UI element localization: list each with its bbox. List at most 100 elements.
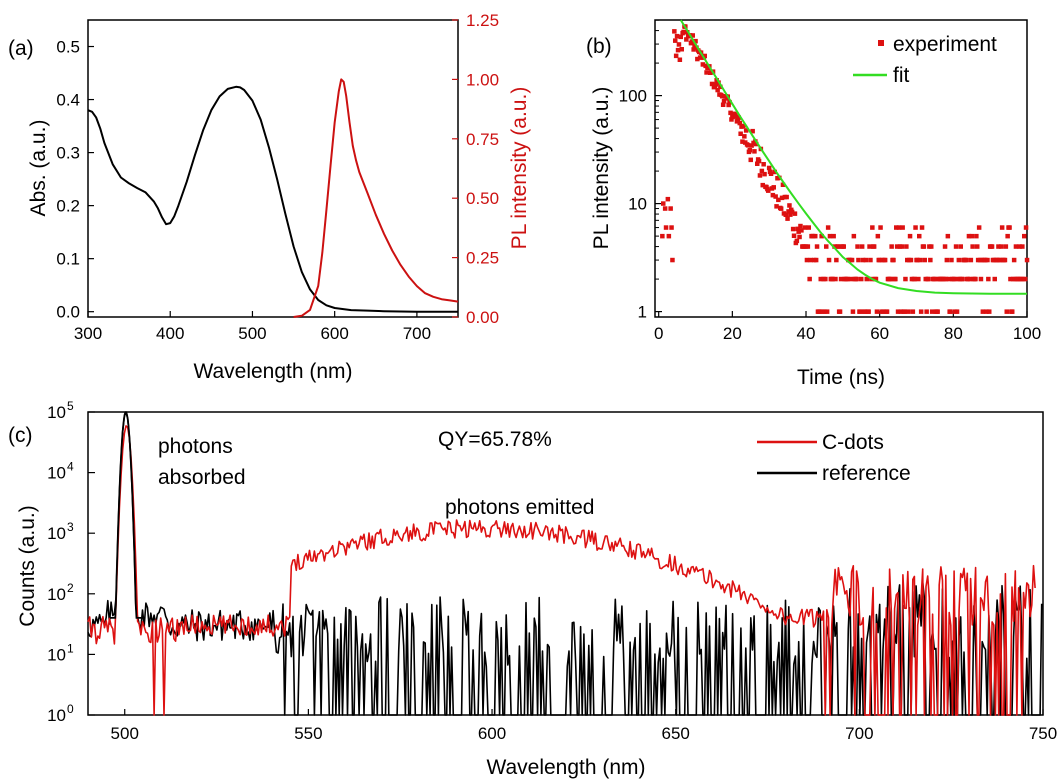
experiment-point — [755, 161, 760, 166]
experiment-point — [916, 276, 921, 282]
y-tick-label: 1 — [638, 303, 647, 322]
experiment-point — [867, 244, 872, 249]
experiment-point — [932, 276, 938, 282]
x-tick-label: 500 — [238, 324, 266, 343]
experiment-point — [904, 244, 909, 249]
experiment-point — [903, 276, 908, 282]
panel-c-y-axis-label: Counts (a.u.) — [16, 505, 39, 626]
experiment-point — [945, 233, 951, 239]
experiment-point — [733, 114, 739, 119]
experiment-point — [915, 257, 920, 263]
experiment-point — [799, 228, 804, 233]
experiment-point — [766, 165, 772, 171]
y-tick-base: 10 — [47, 706, 66, 725]
experiment-point — [980, 309, 986, 314]
y-tick-label-right: 0.00 — [466, 308, 499, 327]
experiment-point — [745, 143, 751, 148]
y-tick-label: 10 2 — [47, 581, 74, 604]
experiment-point — [966, 233, 972, 239]
experiment-point — [866, 309, 871, 314]
experiment-point — [985, 257, 990, 263]
experiment-point — [1003, 244, 1009, 249]
experiment-point — [694, 45, 699, 50]
experiment-point — [730, 114, 735, 120]
panel-a-x-axis-label: Wavelength (nm) — [193, 360, 352, 383]
experiment-point — [702, 53, 707, 59]
experiment-point — [1022, 276, 1028, 282]
experiment-point — [929, 244, 934, 249]
experiment-point — [896, 225, 902, 230]
panel-b-legend-experiment-marker — [878, 40, 884, 46]
experiment-point — [684, 37, 689, 42]
experiment-point — [949, 257, 954, 263]
experiment-point — [752, 149, 757, 154]
x-tick-label: 20 — [723, 324, 742, 343]
experiment-point — [662, 206, 668, 211]
y-tick-label: 0.1 — [56, 250, 80, 269]
experiment-point — [670, 257, 675, 263]
panel-b-x-ticks: 0 20 40 60 80 100 — [654, 311, 1041, 343]
experiment-point — [875, 233, 881, 239]
experiment-point — [922, 257, 927, 263]
experiment-point — [679, 47, 684, 52]
experiment-point — [754, 141, 759, 147]
experiment-point — [992, 276, 997, 282]
experiment-point — [728, 110, 733, 116]
experiment-point — [864, 276, 869, 282]
experiment-point — [851, 233, 857, 239]
reference-peak-line — [110, 411, 144, 619]
experiment-point — [676, 42, 682, 47]
experiment-point — [729, 117, 734, 122]
experiment-point — [942, 244, 948, 249]
experiment-point — [831, 233, 836, 239]
experiment-point — [749, 143, 754, 148]
y-tick-label-right: 1.00 — [466, 70, 499, 89]
experiment-point — [766, 188, 771, 193]
experiment-point — [823, 276, 828, 282]
experiment-point — [986, 276, 991, 282]
x-tick-label: 600 — [320, 324, 348, 343]
experiment-point — [830, 276, 835, 282]
experiment-point — [975, 244, 980, 249]
experiment-point — [850, 309, 856, 314]
experiment-point — [721, 99, 727, 104]
experiment-point — [929, 309, 935, 314]
experiment-point — [906, 309, 911, 314]
experiment-point — [750, 128, 755, 134]
panel-b-frame — [654, 19, 1028, 318]
experiment-point — [695, 56, 700, 62]
experiment-point — [943, 276, 949, 282]
experiment-point — [910, 309, 916, 314]
experiment-point — [894, 244, 900, 249]
panel-c-legend-reference-label: reference — [822, 462, 911, 485]
x-tick-label: 40 — [797, 324, 816, 343]
experiment-point — [736, 115, 741, 120]
experiment-point — [882, 257, 888, 263]
experiment-point — [792, 211, 798, 216]
experiment-point — [813, 233, 818, 239]
experiment-point — [726, 102, 731, 108]
experiment-point — [871, 244, 877, 249]
x-tick-label: 600 — [478, 724, 506, 743]
y-tick-exponent: 5 — [67, 399, 74, 413]
experiment-point — [785, 216, 790, 221]
experiment-point — [805, 244, 811, 249]
panel-b-label: (b) — [586, 35, 612, 58]
experiment-point — [967, 276, 973, 282]
experiment-point — [834, 257, 839, 263]
pl-emission-line — [293, 78, 459, 318]
experiment-point — [970, 244, 975, 249]
experiment-point — [924, 309, 929, 314]
panel-a-y-ticks-left: 0.0 0.1 0.2 0.3 0.4 0.5 — [56, 38, 94, 322]
experiment-point — [884, 309, 890, 314]
experiment-point — [759, 168, 765, 174]
experiment-point — [898, 309, 904, 314]
y-tick-exponent: 4 — [67, 460, 74, 474]
experiment-point — [895, 309, 901, 314]
experiment-point — [814, 244, 820, 249]
x-tick-label: 550 — [294, 724, 322, 743]
experiment-point — [944, 257, 950, 263]
x-tick-label: 400 — [156, 324, 184, 343]
experiment-point — [1020, 244, 1025, 249]
x-tick-label: 700 — [845, 724, 873, 743]
